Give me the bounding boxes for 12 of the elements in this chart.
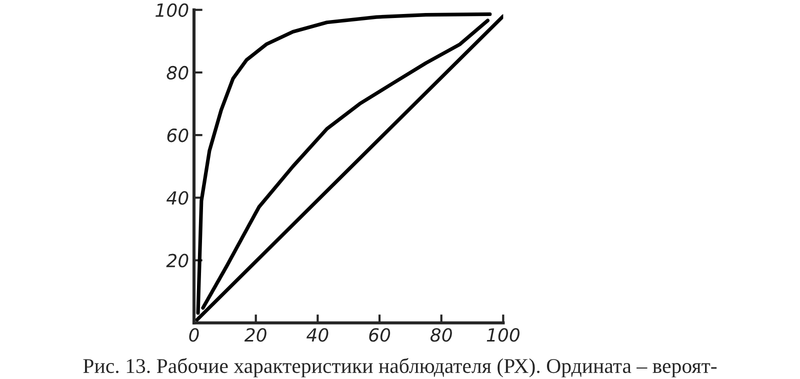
y-tick-label: 80 — [166, 66, 188, 80]
x-tick-label: 100 — [486, 328, 520, 342]
text: Рис. 13. Рабочие характеристики наблюдателя (РХ). Ордината – вероят- — [83, 358, 717, 378]
x-tick-label: 80 — [430, 328, 452, 342]
y-tick-label: 20 — [166, 254, 188, 268]
x-tick-label: 20 — [244, 328, 266, 342]
x-tick-label: 0 — [189, 328, 199, 342]
x-tick-label: 40 — [306, 328, 328, 342]
y-tick-label: 60 — [167, 128, 188, 142]
y-tick-label: 100 — [156, 3, 188, 17]
y-tick-label: 40 — [166, 191, 188, 205]
x-tick-label: 60 — [369, 328, 390, 342]
